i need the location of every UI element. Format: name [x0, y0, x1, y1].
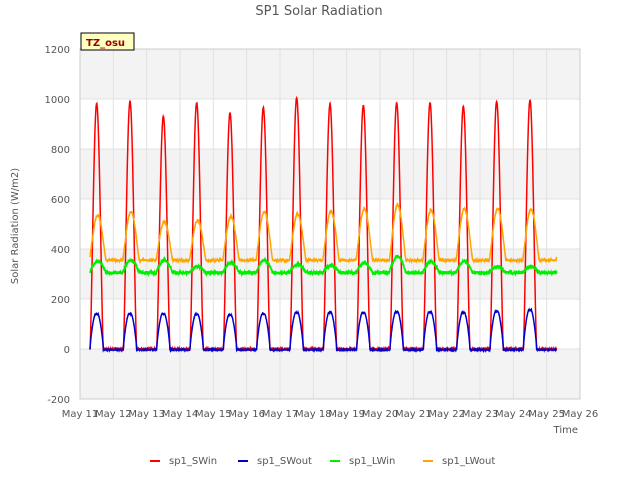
series-line-sp1_LWin: [89, 254, 558, 278]
band: [80, 349, 580, 399]
legend-label: sp1_SWin: [169, 456, 217, 467]
plot-grid: [79, 48, 581, 400]
x-tick-label: May 20: [362, 409, 399, 420]
band: [80, 49, 580, 99]
x-tick-label: May 17: [262, 409, 299, 420]
x-tick-label: May 26: [562, 409, 599, 420]
x-tick-label: May 25: [528, 409, 565, 420]
y-tick-label: 200: [51, 295, 70, 306]
band: [80, 249, 580, 299]
y-tick-label: 1200: [45, 45, 70, 56]
y-axis-label: Solar Radiation (W/m2): [10, 168, 21, 284]
x-tick-label: May 12: [95, 409, 132, 420]
y-tick-label: 400: [51, 245, 70, 256]
legend: sp1_SWin sp1_SWout sp1_LWin sp1_LWout: [150, 456, 495, 467]
x-tick-label: May 13: [128, 409, 165, 420]
band: [80, 149, 580, 199]
legend-label: sp1_LWin: [349, 456, 395, 467]
y-tick-label: 600: [51, 195, 70, 206]
x-tick-label: May 19: [328, 409, 365, 420]
y-tick-label: -200: [47, 395, 70, 406]
x-tick-label: May 16: [228, 409, 265, 420]
plot-background-bands: [80, 49, 580, 399]
x-tick-label: May 21: [395, 409, 432, 420]
x-tick-label: May 18: [295, 409, 332, 420]
x-tick-label: May 14: [162, 409, 199, 420]
plot-frame: [79, 48, 581, 400]
x-tick-label: May 24: [495, 409, 532, 420]
series-layer: [89, 95, 558, 354]
x-tick-label: May 15: [195, 409, 232, 420]
y-tick-label: 800: [51, 145, 70, 156]
series-line-sp1_LWout: [89, 202, 558, 265]
x-tick-label: May 11: [62, 409, 99, 420]
y-tick-label: 1000: [45, 95, 70, 106]
legend-label: sp1_SWout: [257, 456, 312, 467]
series-line-sp1_SWout: [89, 307, 558, 354]
y-tick-label: 0: [64, 345, 70, 356]
annotation-tag: TZ_osu: [80, 32, 135, 51]
x-tick-label: May 23: [462, 409, 499, 420]
x-axis-label: Time: [553, 425, 578, 436]
annotation-text: TZ_osu: [86, 38, 125, 49]
chart-title: SP1 Solar Radiation: [255, 4, 382, 19]
legend-label: sp1_LWout: [442, 456, 495, 467]
x-tick-label: May 22: [428, 409, 465, 420]
